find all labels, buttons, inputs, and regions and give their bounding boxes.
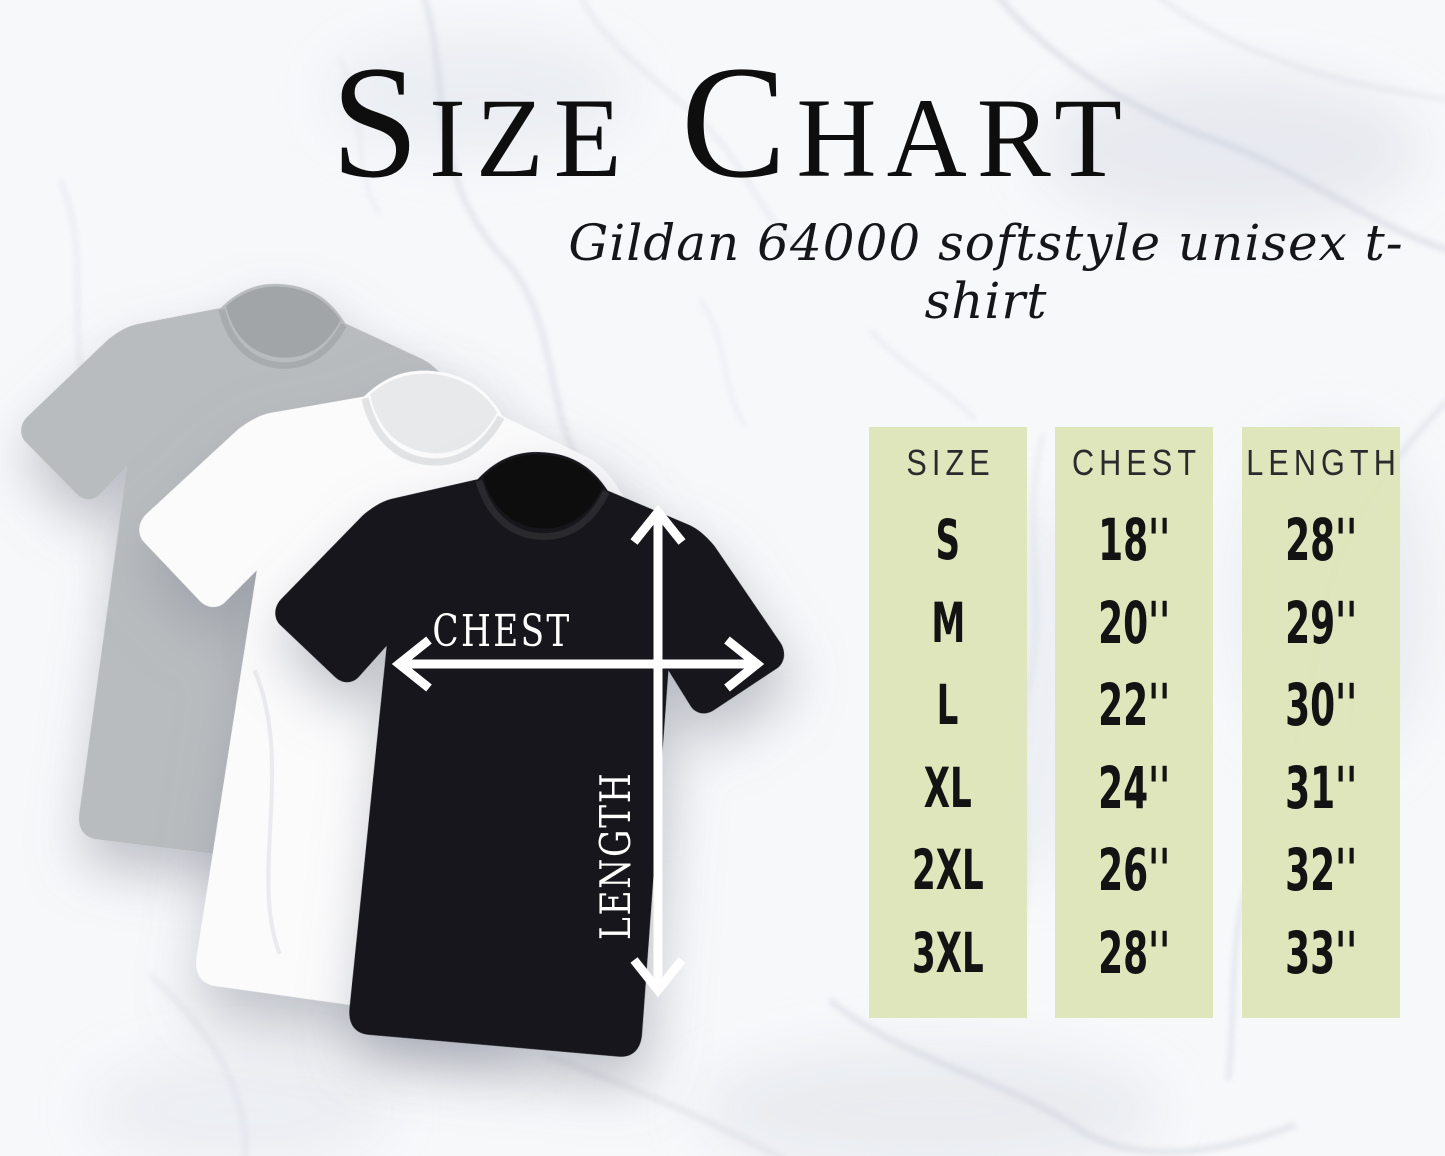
page-title: Size Chart xyxy=(331,33,1132,212)
length-cell: 32'' xyxy=(1284,836,1358,905)
chest-arrow-icon xyxy=(391,636,765,692)
length-cell: 31'' xyxy=(1284,753,1358,822)
length-cell: 29'' xyxy=(1284,588,1358,657)
size-cell: L xyxy=(937,673,959,738)
chest-cell: 18'' xyxy=(1097,506,1171,575)
chest-cell: 26'' xyxy=(1097,836,1171,905)
page-subtitle: Gildan 64000 softstyle unisex t-shirt xyxy=(568,214,1404,330)
size-cell: 3XL xyxy=(912,920,984,985)
size-cell: XL xyxy=(923,755,973,820)
length-cell: 28'' xyxy=(1284,506,1358,575)
chest-header-label: CHEST xyxy=(1071,442,1202,483)
length-column: LENGTH 28'' 29'' 30'' 31'' 32'' 33'' xyxy=(1242,427,1400,1018)
size-column-header: SIZE xyxy=(869,427,1027,499)
chest-arrow-label: CHEST xyxy=(432,606,571,657)
length-arrow-label: LENGTH xyxy=(592,772,641,940)
size-cell: S xyxy=(935,508,961,573)
chest-column: CHEST 18'' 20'' 22'' 24'' 26'' 28'' xyxy=(1055,427,1213,1018)
length-arrow-icon xyxy=(630,504,686,998)
size-cell: M xyxy=(931,590,965,655)
length-cell: 30'' xyxy=(1284,671,1358,740)
size-header-label: SIZE xyxy=(906,442,995,483)
size-column: SIZE S M L XL 2XL 3XL xyxy=(869,427,1027,1018)
chest-column-header: CHEST xyxy=(1055,427,1213,499)
chest-cell: 20'' xyxy=(1097,588,1171,657)
chest-cell: 28'' xyxy=(1097,918,1171,987)
chest-cell: 22'' xyxy=(1097,671,1171,740)
chest-cell: 24'' xyxy=(1097,753,1171,822)
length-column-header: LENGTH xyxy=(1242,427,1400,499)
length-header-label: LENGTH xyxy=(1246,442,1401,483)
size-cell: 2XL xyxy=(912,838,984,903)
length-cell: 33'' xyxy=(1284,918,1358,987)
